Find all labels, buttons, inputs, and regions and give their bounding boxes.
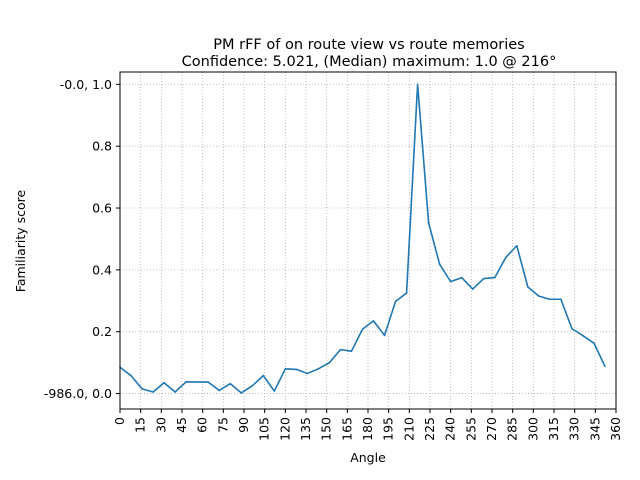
data-point xyxy=(438,263,441,266)
data-point xyxy=(383,334,386,337)
data-point xyxy=(460,276,463,279)
data-point xyxy=(361,328,364,331)
data-point xyxy=(449,280,452,283)
x-tick-label: 180 xyxy=(360,417,375,441)
data-point xyxy=(560,298,562,301)
data-point xyxy=(163,381,165,384)
x-tick-label: 60 xyxy=(195,417,210,433)
data-point xyxy=(394,300,397,303)
data-point xyxy=(427,222,430,224)
data-point xyxy=(405,292,408,294)
data-point xyxy=(141,388,143,390)
data-point xyxy=(295,368,298,371)
y-axis-label: Familiarity score xyxy=(13,189,28,292)
x-axis-label: Angle xyxy=(350,450,386,465)
x-tick-label: 135 xyxy=(298,417,313,441)
data-point xyxy=(218,389,220,392)
x-tick-label: 105 xyxy=(257,417,272,441)
data-point xyxy=(130,374,132,377)
data-point xyxy=(504,256,507,259)
data-point xyxy=(416,83,419,86)
x-tick-label: 345 xyxy=(587,417,602,441)
x-tick-label: 360 xyxy=(608,417,623,441)
x-tick-label: 0 xyxy=(112,417,127,425)
x-tick-label: 75 xyxy=(215,417,230,433)
data-point xyxy=(262,374,265,377)
series-layer xyxy=(119,83,606,394)
data-point xyxy=(229,382,232,385)
x-tick-label: 90 xyxy=(236,417,251,433)
data-point xyxy=(317,368,320,370)
data-point xyxy=(174,391,176,393)
data-point xyxy=(207,381,209,383)
plot-frame xyxy=(119,71,617,410)
data-point xyxy=(196,381,198,383)
y-tick-label: 0.8 xyxy=(92,139,112,154)
ticks: 0 15 30 45 60 75 90 105 120 135 150 165 180 195 210 225… xyxy=(44,77,623,441)
data-point xyxy=(604,365,606,368)
data-point xyxy=(372,320,375,322)
y-tick-label: -0.0, 1.0 xyxy=(60,77,112,92)
x-tick-label: 15 xyxy=(133,417,148,433)
data-point xyxy=(527,286,529,288)
grid xyxy=(119,72,617,409)
data-point xyxy=(306,372,309,375)
chart-subtitle: Confidence: 5.021, (Median) maximum: 1.0… xyxy=(182,54,557,70)
x-tick-label: 120 xyxy=(277,417,292,441)
x-tick-label: 165 xyxy=(339,417,354,441)
x-tick-label: 30 xyxy=(153,417,168,433)
data-point xyxy=(284,368,287,370)
x-tick-label: 315 xyxy=(546,417,561,441)
data-point xyxy=(240,392,243,394)
y-tick-label: 0.4 xyxy=(92,262,112,277)
x-tick-label: 270 xyxy=(484,417,499,441)
data-point xyxy=(339,348,342,351)
x-tick-label: 225 xyxy=(422,417,437,441)
data-point xyxy=(152,391,154,393)
x-tick-label: 285 xyxy=(505,417,520,441)
x-tick-label: 300 xyxy=(525,417,540,441)
data-point xyxy=(482,277,485,280)
data-point xyxy=(251,385,254,387)
x-tick-label: 210 xyxy=(401,417,416,441)
y-tick-label: 0.2 xyxy=(92,324,112,339)
x-tick-label: 330 xyxy=(567,417,582,441)
data-point xyxy=(328,361,331,364)
data-point xyxy=(549,298,551,301)
data-point xyxy=(493,276,496,279)
series-line xyxy=(119,83,606,394)
data-point xyxy=(471,288,474,290)
chart-title: PM rFF of on route view vs route memorie… xyxy=(213,37,524,53)
data-point xyxy=(582,334,584,337)
y-tick-label: -986.0, 0.0 xyxy=(44,386,112,401)
data-point xyxy=(185,380,187,383)
data-point xyxy=(571,327,573,330)
data-point xyxy=(593,342,595,344)
x-tick-label: 240 xyxy=(443,417,458,441)
y-tick-label: 0.6 xyxy=(92,201,112,216)
x-tick-label: 150 xyxy=(319,417,334,441)
data-point xyxy=(516,244,518,247)
data-point xyxy=(273,390,276,392)
x-tick-label: 45 xyxy=(174,417,189,433)
data-point xyxy=(538,295,540,297)
x-tick-label: 195 xyxy=(381,417,396,441)
data-point xyxy=(350,350,353,352)
x-tick-label: 255 xyxy=(463,417,478,441)
